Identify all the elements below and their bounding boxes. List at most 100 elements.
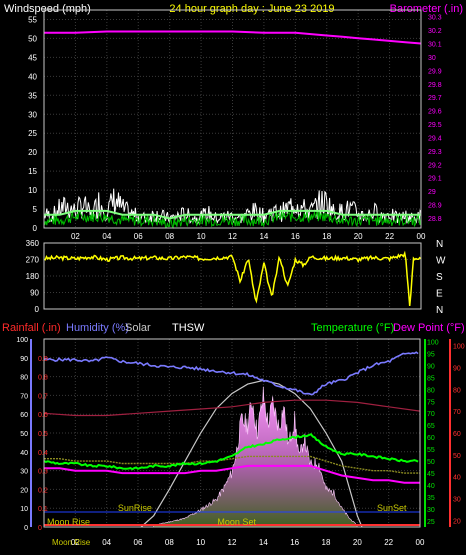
barometer-line [44,30,422,45]
x-tick-label: 20 [354,232,363,241]
humidity-tick-label: 90 [20,356,28,363]
y-tick-label: 90 [30,289,39,298]
x-tick-label: 12 [228,538,237,547]
rain-tick-label: 0.4 [38,450,48,457]
x-tick-label: 10 [196,538,205,547]
y2-tick-label: 28.8 [428,216,442,223]
humidity-tick-label: 0 [24,525,28,532]
weather-panel-frame [43,338,421,528]
temp-tick-label: 75 [427,399,435,406]
y2-tick-label: 29.9 [428,68,442,75]
temperature-line [43,433,419,471]
x-tick-label: 18 [322,538,331,547]
direction-panel-tick-labels: 0 N 90 E 180 S 270 W 360 N [26,239,446,316]
thsw-line [43,399,421,417]
rain-tick-label: 0.9 [38,356,48,363]
x-tick-label: 08 [165,538,174,547]
x-tick-label: 10 [197,232,206,241]
x-tick-label: 16 [291,232,300,241]
y-tick-label: 180 [26,272,40,281]
x-tick-label: 12 [228,232,237,241]
y-tick-label: 5 [33,205,38,214]
compass-label: W [436,256,446,267]
rain-tick-label: 0.3 [38,469,48,476]
sunset-label: SunSet [377,503,407,513]
thsw-tick-label: 90 [453,365,461,372]
thsw-tick-label: 100 [453,344,465,351]
humidity-tick-label: 10 [20,506,28,513]
solar-curve [140,379,363,528]
x-tick-label: 00 [416,538,425,547]
rain-tick-label: 0.1 [38,506,48,513]
rain-tick-label: 0.7 [38,393,48,400]
y2-tick-label: 29.7 [428,95,442,102]
direction-panel-grid [44,242,422,310]
x-tick-label: 04 [102,232,111,241]
temp-tick-label: 45 [427,471,435,478]
temp-tick-label: 30 [427,507,435,514]
barometer-axis-title: Barometer (.in) [390,3,463,15]
humidity-tick-label: 40 [20,450,28,457]
x-tick-label: 02 [71,232,80,241]
chart-title: 24 hour graph day : June 23 2019 [169,3,334,15]
x-tick-label: 22 [385,232,394,241]
moon-rise-label: Moon Rise [47,517,90,527]
y-tick-label: 15 [28,167,37,176]
moon-rise-label-bottom: Moon Rise [52,538,91,547]
humidity-tick-label: 30 [20,469,28,476]
x-tick-label: 06 [134,232,143,241]
thsw-tick-label: 40 [453,475,461,482]
x-tick-label: 00 [417,232,426,241]
temp-tick-label: 100 [427,339,439,346]
temp-tick-label: 35 [427,495,435,502]
solar-area [153,386,358,528]
temp-tick-label: 50 [427,459,435,466]
compass-label: N [436,239,443,250]
y-tick-label: 40 [28,72,37,81]
weather-panel-series: SunRise SunSet Moon Rise Moon Set [43,351,421,528]
temp-tick-label: 80 [427,387,435,394]
wind-panel-series [43,30,422,230]
direction-panel-series [43,250,422,306]
rain-tick-label: 0.8 [38,375,48,382]
wind-panel-grid [44,10,422,229]
y2-tick-label: 30.2 [428,28,442,35]
temp-tick-label: 25 [427,519,435,526]
dewpoint-line [44,464,420,484]
y2-tick-label: 29.1 [428,176,442,183]
wind-speed-line [43,210,422,230]
y-tick-label: 45 [28,53,37,62]
y2-tick-label: 30.3 [428,15,442,22]
thsw-tick-label: 50 [453,453,461,460]
wind-direction-line [43,250,422,306]
x-tick-label: 22 [384,538,393,547]
rain-tick-label: 0 [38,525,42,532]
y-tick-label: 270 [26,256,40,265]
y-tick-label: 25 [28,129,37,138]
y-tick-label: 0 [35,305,40,314]
compass-label: E [436,289,443,300]
rain-tick-label: 0.5 [38,431,48,438]
legend-rainfall: Rainfall (.in) [2,322,61,334]
humidity-tick-label: 100 [16,337,28,344]
temp-tick-label: 85 [427,375,435,382]
y-tick-label: 55 [28,15,37,24]
temp-tick-label: 70 [427,411,435,418]
y2-tick-label: 29.3 [428,149,442,156]
legend-dewpoint: Dew Point (°F) [393,322,465,334]
thsw-ground-line [44,455,420,474]
rain-tick-label: 0.2 [38,487,48,494]
rain-tick-label: 0.6 [38,412,48,419]
temp-tick-label: 60 [427,435,435,442]
y-tick-label: 30 [28,110,37,119]
sunrise-label: SunRise [118,503,152,513]
humidity-tick-label: 60 [20,412,28,419]
y2-tick-label: 29.8 [428,82,442,89]
x-tick-label: 18 [322,232,331,241]
thsw-tick-label: 30 [453,497,461,504]
legend-solar: Solar [125,322,151,334]
wind-panel-frame [43,9,422,229]
y2-tick-label: 29.6 [428,109,442,116]
y-tick-label: 0 [33,224,38,233]
